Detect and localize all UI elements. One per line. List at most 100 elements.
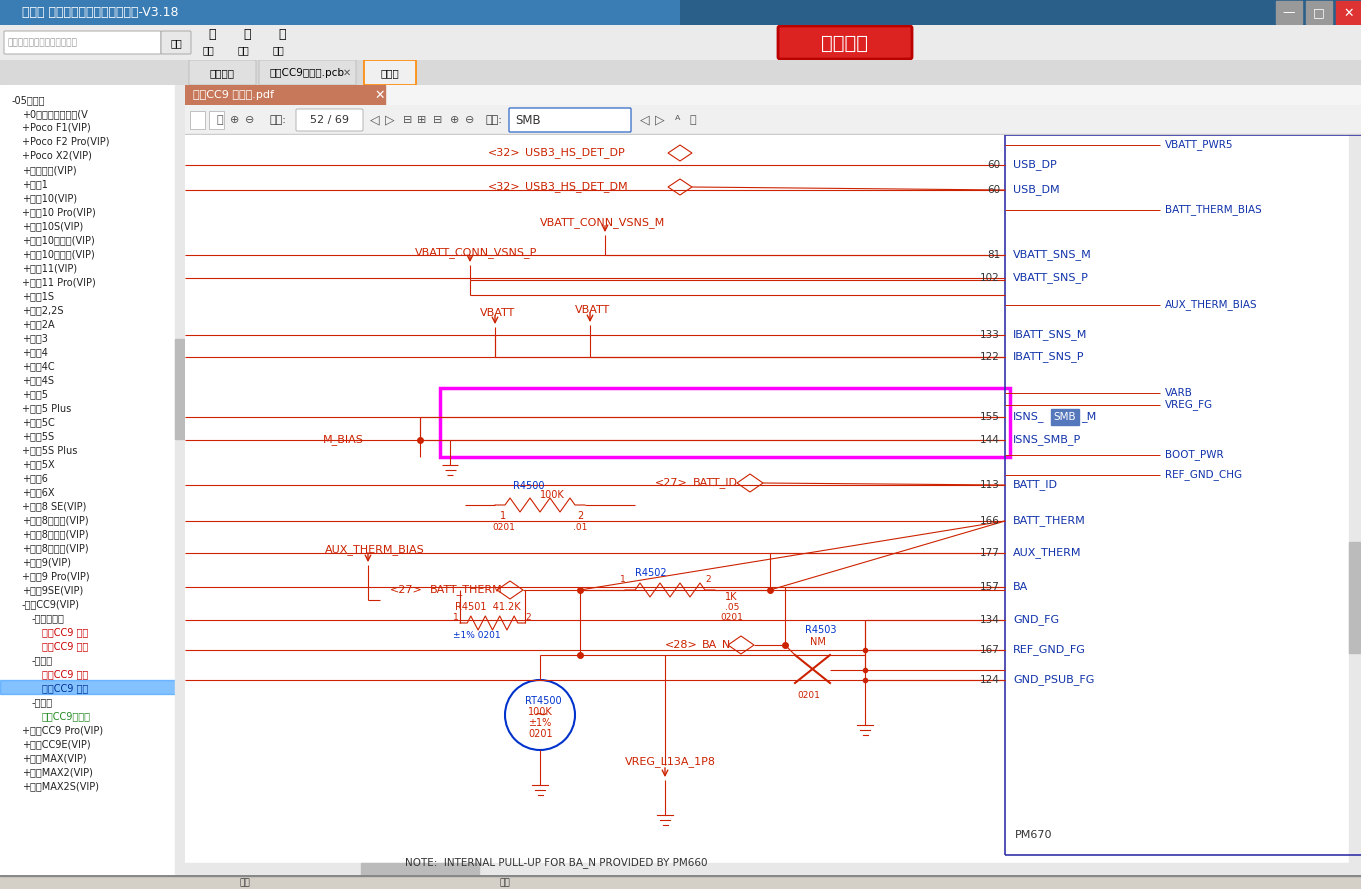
Bar [1051, 409, 1079, 425]
Text: 0201: 0201 [798, 691, 819, 700]
Text: VBATT_SNS_P: VBATT_SNS_P [1013, 273, 1089, 284]
FancyBboxPatch shape [189, 60, 256, 85]
Text: +小米10至尊版(VIP): +小米10至尊版(VIP) [22, 235, 95, 245]
Text: +小米9(VIP): +小米9(VIP) [22, 557, 71, 567]
Text: 小米CC9 位置: 小米CC9 位置 [42, 627, 88, 637]
Text: VBATT_PWR5: VBATT_PWR5 [1165, 140, 1233, 150]
Text: ◁: ◁ [640, 114, 649, 126]
Bar [1277, 1, 1302, 24]
Text: <32>: <32> [489, 182, 521, 192]
Text: 👤: 👤 [690, 115, 697, 125]
Text: +小米10 Pro(VIP): +小米10 Pro(VIP) [22, 207, 95, 217]
Text: +小米5: +小米5 [22, 389, 48, 399]
Text: 📝: 📝 [278, 28, 286, 42]
Text: +小米4S: +小米4S [22, 375, 54, 385]
Text: —: — [1283, 6, 1296, 20]
Text: 155: 155 [980, 412, 1000, 422]
Text: 双开: 双开 [237, 45, 249, 55]
Text: +小米CC9 Pro(VIP): +小米CC9 Pro(VIP) [22, 725, 103, 735]
Text: 100K: 100K [540, 490, 565, 500]
Bar [362, 863, 479, 875]
Text: +小米10S(VIP): +小米10S(VIP) [22, 221, 83, 231]
Text: AUX_THERM: AUX_THERM [1013, 548, 1082, 558]
Text: USB_DP: USB_DP [1013, 159, 1056, 171]
Text: IBATT_SNS_M: IBATT_SNS_M [1013, 330, 1087, 340]
Text: SMB: SMB [514, 114, 540, 126]
Bar [210, 111, 225, 129]
Text: +小米8青春版(VIP): +小米8青春版(VIP) [22, 543, 88, 553]
Text: -小米CC9(VIP): -小米CC9(VIP) [22, 599, 80, 609]
Text: 122: 122 [980, 352, 1000, 362]
Text: BATT_THERM: BATT_THERM [430, 585, 502, 596]
Text: -原理图: -原理图 [33, 655, 53, 665]
Text: ISNS_SMB_P: ISNS_SMB_P [1013, 435, 1081, 445]
Text: +小米3: +小米3 [22, 333, 48, 343]
Text: +小米6X: +小米6X [22, 487, 54, 497]
Text: +小米9 Pro(VIP): +小米9 Pro(VIP) [22, 571, 90, 581]
Text: <28>: <28> [666, 640, 698, 650]
Text: 小米CC9 电路图.pdf: 小米CC9 电路图.pdf [193, 90, 274, 100]
Text: 134: 134 [980, 615, 1000, 625]
Text: AUX_THERM_BIAS: AUX_THERM_BIAS [1165, 300, 1258, 310]
Text: BATT_THERM: BATT_THERM [1013, 516, 1086, 526]
Text: 133: 133 [980, 330, 1000, 340]
Text: +小米4C: +小米4C [22, 361, 54, 371]
Text: SMB: SMB [1053, 412, 1077, 422]
Text: 2: 2 [525, 613, 531, 622]
Bar [176, 339, 185, 439]
Text: -05、小米: -05、小米 [12, 95, 45, 105]
Text: VBATT_CONN_VSNS_M: VBATT_CONN_VSNS_M [540, 218, 666, 228]
Text: R4500: R4500 [513, 481, 544, 491]
Text: ⊟: ⊟ [403, 115, 412, 125]
Text: 📋: 📋 [208, 28, 215, 42]
Text: <27>: <27> [655, 478, 687, 488]
Text: 图表: 图表 [499, 878, 510, 887]
Text: GND_PSUB_FG: GND_PSUB_FG [1013, 675, 1094, 685]
Text: +小米11(VIP): +小米11(VIP) [22, 263, 78, 273]
Text: 小米CC9 位置: 小米CC9 位置 [42, 641, 88, 651]
Text: 小米CC9 位置: 小米CC9 位置 [42, 669, 88, 679]
Text: 177: 177 [980, 548, 1000, 558]
Text: 100K: 100K [528, 707, 553, 717]
Text: VREG_FG: VREG_FG [1165, 399, 1213, 411]
Text: 图片: 图片 [240, 878, 250, 887]
Text: +小米11 Pro(VIP): +小米11 Pro(VIP) [22, 277, 95, 287]
Text: +小米9SE(VIP): +小米9SE(VIP) [22, 585, 83, 595]
Text: VBATT: VBATT [480, 308, 516, 318]
Text: .01: .01 [573, 523, 588, 532]
Text: +小米CC9E(VIP): +小米CC9E(VIP) [22, 739, 91, 749]
Text: BA: BA [1013, 582, 1029, 592]
Text: 1: 1 [453, 613, 459, 622]
Text: +小米8标准版(VIP): +小米8标准版(VIP) [22, 529, 88, 539]
Text: 167: 167 [980, 645, 1000, 655]
Text: +小米5S Plus: +小米5S Plus [22, 445, 78, 455]
Text: 小米CC9 电路: 小米CC9 电路 [42, 683, 88, 693]
Text: USB_DM: USB_DM [1013, 185, 1060, 196]
Text: +小米2A: +小米2A [22, 319, 54, 329]
Text: ✕: ✕ [1343, 6, 1354, 20]
Text: +小米5S: +小米5S [22, 431, 54, 441]
Text: +小米4: +小米4 [22, 347, 48, 357]
Text: 原理图: 原理图 [381, 68, 399, 78]
Text: +小米2,2S: +小米2,2S [22, 305, 64, 315]
Bar [176, 85, 185, 889]
Text: +小米1: +小米1 [22, 179, 48, 189]
Text: ▷: ▷ [385, 114, 395, 126]
Text: 快速搜索: 快速搜索 [822, 34, 868, 52]
Bar [1349, 542, 1361, 653]
Text: 124: 124 [980, 675, 1000, 685]
Text: NOTE:  INTERNAL PULL-UP FOR BA_N PROVIDED BY PM660: NOTE: INTERNAL PULL-UP FOR BA_N PROVIDED… [406, 858, 708, 869]
Text: +小米8 SE(VIP): +小米8 SE(VIP) [22, 501, 86, 511]
Text: RT4500: RT4500 [525, 696, 562, 706]
Text: +刷机指南(VIP): +刷机指南(VIP) [22, 165, 76, 175]
Text: VARB: VARB [1165, 388, 1192, 398]
Bar [185, 85, 385, 105]
Text: 查找:: 查找: [485, 115, 502, 125]
Text: 1: 1 [621, 575, 626, 584]
Bar [0, 60, 185, 85]
Text: VBATT: VBATT [574, 305, 610, 315]
Text: □: □ [1313, 6, 1324, 20]
Text: 0201: 0201 [491, 523, 514, 532]
Text: BOOT_PWR: BOOT_PWR [1165, 450, 1224, 461]
Text: AUX_THERM_BIAS: AUX_THERM_BIAS [325, 545, 425, 556]
